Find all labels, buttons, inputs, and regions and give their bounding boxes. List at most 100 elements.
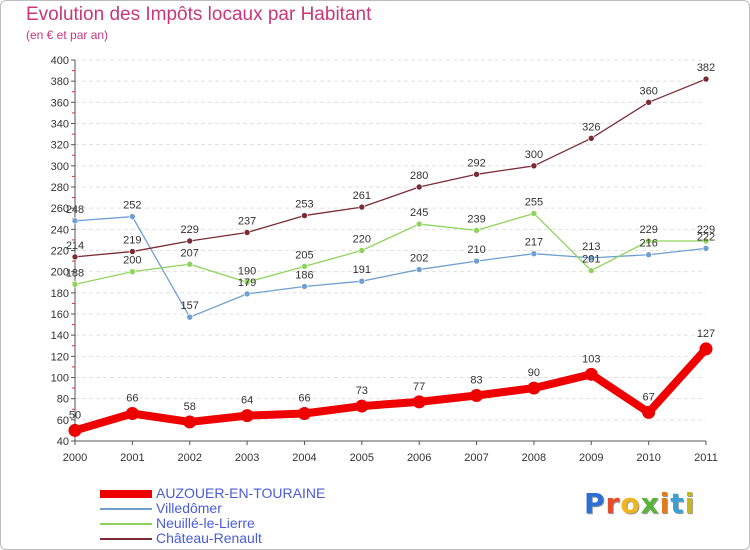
legend-swatch xyxy=(100,489,152,498)
data-point xyxy=(358,203,366,211)
data-label: 179 xyxy=(238,277,256,289)
data-label: 210 xyxy=(467,244,485,256)
data-point xyxy=(243,278,251,286)
data-label: 248 xyxy=(66,204,84,216)
data-label: 58 xyxy=(184,401,196,413)
data-point xyxy=(71,253,79,261)
data-label: 190 xyxy=(238,265,256,277)
series-line-0 xyxy=(71,344,710,435)
data-label: 64 xyxy=(241,395,253,407)
data-label: 229 xyxy=(697,224,715,236)
data-point xyxy=(415,220,423,228)
y-tick-label: 400 xyxy=(51,55,69,67)
data-point xyxy=(527,381,541,395)
data-label: 83 xyxy=(470,374,482,386)
data-label: 188 xyxy=(66,267,84,279)
data-label: 292 xyxy=(467,157,485,169)
data-point xyxy=(301,263,308,270)
data-label: 245 xyxy=(410,207,428,219)
chart-subtitle: (en € et par an) xyxy=(26,28,109,42)
x-tick-label: 2002 xyxy=(177,452,201,464)
data-label: 222 xyxy=(697,231,715,243)
data-point xyxy=(68,423,82,437)
data-label: 326 xyxy=(582,121,600,133)
data-point xyxy=(240,409,254,423)
data-point xyxy=(183,415,197,429)
x-tick-label: 2010 xyxy=(636,452,660,464)
data-label: 191 xyxy=(353,264,371,276)
data-point xyxy=(587,267,595,274)
data-label: 229 xyxy=(181,224,199,236)
x-tick-label: 2001 xyxy=(120,452,144,464)
y-tick-label: 240 xyxy=(51,224,69,236)
data-label: 255 xyxy=(525,196,543,208)
series-group xyxy=(68,75,713,437)
y-tick-label: 280 xyxy=(51,182,69,194)
data-point xyxy=(301,212,308,219)
data-point xyxy=(470,388,484,402)
data-point xyxy=(243,290,251,298)
y-tick-label: 40 xyxy=(57,436,69,448)
chart-title: Evolution des Impôts locaux par Habitant xyxy=(26,4,372,25)
data-point xyxy=(645,237,652,245)
data-point xyxy=(358,247,366,254)
y-tick-label: 260 xyxy=(51,203,69,215)
y-tick-label: 180 xyxy=(51,288,69,300)
legend-label: Neuillé-le-Lierre xyxy=(156,515,255,531)
data-point xyxy=(186,313,194,321)
data-point xyxy=(702,245,710,252)
data-point xyxy=(301,283,308,290)
data-label: 214 xyxy=(66,240,84,252)
y-tick-label: 220 xyxy=(51,246,69,258)
x-tick-label: 2008 xyxy=(522,452,546,464)
series-line-3 xyxy=(74,78,707,258)
data-point xyxy=(71,217,79,225)
data-point xyxy=(699,342,713,356)
data-point xyxy=(243,229,251,236)
data-point xyxy=(473,171,480,178)
data-point xyxy=(186,237,194,245)
y-tick-label: 320 xyxy=(51,140,69,152)
grid-lines xyxy=(75,59,706,442)
data-label: 77 xyxy=(413,381,425,393)
data-point xyxy=(702,237,710,245)
y-tick-label: 100 xyxy=(51,373,69,385)
series-line-2 xyxy=(74,212,707,286)
data-label: 217 xyxy=(525,237,543,249)
data-label: 202 xyxy=(410,253,428,265)
data-label: 103 xyxy=(582,353,600,365)
data-point xyxy=(355,399,369,413)
legend-swatch xyxy=(100,522,152,525)
data-point xyxy=(473,257,480,265)
data-point xyxy=(473,227,480,234)
data-label: 66 xyxy=(298,392,310,404)
data-point xyxy=(645,251,652,259)
data-label: 50 xyxy=(69,409,81,421)
y-tick-label: 60 xyxy=(57,415,69,427)
data-label: 229 xyxy=(639,224,657,236)
y-tick-label: 140 xyxy=(51,330,69,342)
x-tick-label: 2000 xyxy=(63,452,87,464)
x-tick-label: 2009 xyxy=(579,452,603,464)
legend-label: AUZOUER-EN-TOURAINE xyxy=(156,485,326,501)
y-tick-label: 300 xyxy=(51,161,69,173)
x-axis-ticks: 2000 2001 2002 2003 2004 2005 2006 2007 2008 2009… xyxy=(63,441,718,464)
data-label: 73 xyxy=(356,385,368,397)
data-point xyxy=(530,250,538,257)
data-point xyxy=(702,75,710,83)
data-point xyxy=(358,277,366,285)
data-label: 67 xyxy=(643,391,655,403)
line-chart: 40 60 80 100 120 140 160 180 200 220 240 260 280 300 3… xyxy=(51,55,718,464)
series-line-1 xyxy=(74,215,707,318)
data-point xyxy=(584,367,598,381)
proxiti-logo: Proxiti xyxy=(584,487,696,520)
data-point xyxy=(415,183,423,191)
data-label: 201 xyxy=(582,254,600,266)
data-label: 213 xyxy=(582,241,600,253)
y-axis-ticks: 40 60 80 100 120 140 160 180 200 220 240 260 280 300 3… xyxy=(51,55,75,448)
data-label: 157 xyxy=(181,300,199,312)
data-point xyxy=(297,406,311,420)
data-label: 216 xyxy=(639,238,657,250)
legend-swatch xyxy=(100,537,152,540)
